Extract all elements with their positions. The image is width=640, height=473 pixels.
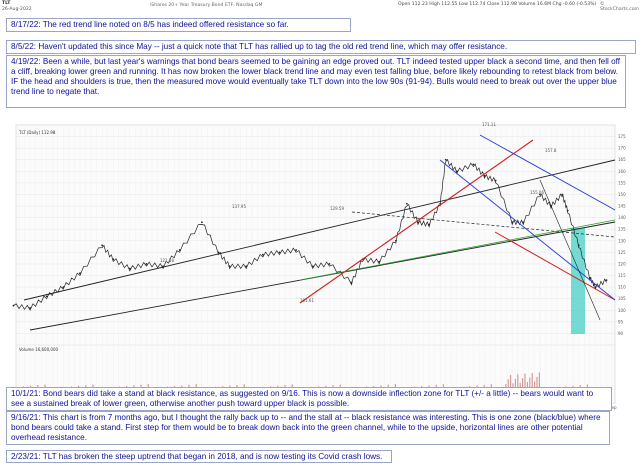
price-label: 129.59 (330, 206, 344, 211)
price-point (62, 286, 65, 289)
y-tick-label: 175 (618, 134, 626, 139)
price-point (566, 209, 569, 212)
price-point (483, 175, 486, 177)
price-point (261, 253, 264, 256)
price-point (511, 221, 514, 224)
y-tick-label: 120 (618, 261, 626, 266)
price-point (494, 179, 497, 182)
y-tick-label: 90 (618, 331, 624, 336)
upper-black-trendline (23, 159, 616, 301)
y-tick-label: 125 (618, 250, 626, 255)
price-point (605, 279, 608, 282)
chart-date: 26-Aug-2022 (2, 7, 32, 12)
green-channel-line (299, 219, 616, 281)
ticker-symbol: TLT (2, 1, 11, 6)
note-2-23-21: 2/23/21: TLT has broken the steep uptren… (6, 450, 392, 463)
price-label: 157.8 (545, 148, 557, 153)
price-label: 171.11 (482, 122, 496, 127)
price-line (13, 158, 607, 311)
price-point (378, 260, 381, 263)
price-point (295, 249, 298, 251)
red-trendline-1 (299, 139, 534, 304)
price-point (45, 295, 48, 298)
y-axis-ticks: 175 170 165 160 155 150 145 140 135 130 125 120 115 1… (618, 134, 626, 336)
y-tick-label: 170 (618, 146, 626, 151)
note-10-1-21: 10/1/21: Bond bears did take a stand at … (6, 387, 612, 411)
price-point (12, 304, 15, 307)
y-tick-label: 135 (618, 227, 626, 232)
red-trendline-2 (494, 231, 616, 301)
y-tick-label: 150 (618, 192, 626, 197)
price-point (561, 193, 564, 196)
price-point (417, 221, 419, 224)
price-point (522, 221, 525, 224)
brand-label: © StockCharts.com (600, 2, 640, 12)
y-tick-label: 110 (618, 285, 626, 290)
price-point (577, 244, 580, 247)
y-tick-label: 140 (618, 215, 626, 220)
x-tick-label: Sep (609, 405, 617, 410)
note-8-5-22: 8/5/22: Haven't updated this since May -… (6, 40, 636, 54)
volume-legend: Volume 16,600,000 (19, 347, 59, 352)
y-tick-label: 160 (618, 169, 626, 174)
falling-blue-trendline (439, 159, 616, 301)
price-point (594, 286, 597, 289)
quote-readout: Open 112.23 High 112.55 Low 112.74 Close… (398, 2, 597, 7)
price-series (12, 158, 608, 311)
price-point (112, 258, 115, 261)
price-point (101, 244, 104, 247)
price-point (472, 163, 475, 166)
price-point (29, 307, 31, 309)
price-point (588, 276, 591, 279)
price-point (178, 249, 181, 251)
price-point (228, 265, 231, 268)
note-4-19-22: 4/19/22: Been a while, but last year's w… (6, 55, 626, 108)
price-point (394, 239, 397, 242)
upper-blue-trendline (479, 134, 616, 211)
y-tick-label: 145 (618, 204, 626, 209)
y-tick-label: 130 (618, 238, 626, 243)
price-labels: 101.61 129.59 121.58 137.95 171.11 155.06 157.… (160, 122, 557, 303)
price-point (200, 221, 203, 224)
y-tick-label: 95 (618, 319, 624, 324)
note-9-16-21: 9/16/21: This chart is from 7 months ago… (6, 411, 610, 445)
price-legend: TLT (Daily) 112.98 (18, 130, 56, 135)
price-point (350, 281, 353, 284)
y-tick-label: 105 (618, 296, 626, 301)
price-point (145, 263, 148, 265)
price-point (428, 223, 431, 226)
price-label: 121.58 (160, 258, 174, 263)
price-point (328, 263, 331, 265)
price-label: 101.61 (300, 298, 314, 303)
price-point (311, 265, 314, 268)
y-tick-label: 155 (618, 180, 626, 185)
price-label: 137.95 (232, 204, 246, 209)
price-point (245, 265, 248, 268)
steep-black-line (539, 179, 601, 321)
y-tick-label: 165 (618, 157, 626, 162)
trend-lines (23, 134, 616, 331)
price-point (444, 158, 447, 161)
price-label: 155.06 (530, 190, 544, 195)
price-point (128, 267, 131, 270)
y-tick-label: 115 (618, 273, 626, 278)
price-point (278, 251, 281, 254)
price-point (455, 170, 458, 173)
price-point (217, 251, 220, 254)
grid-lines (16, 125, 615, 403)
price-point (79, 272, 81, 275)
security-name: iShares 20+ Year Treasury Bond ETF, Nasd… (150, 3, 263, 8)
price-point (406, 202, 408, 205)
y-tick-label: 100 (618, 308, 626, 313)
horizontal-black-line (351, 211, 616, 238)
note-8-17-22: 8/17/22: The red trend line noted on 8/5… (6, 18, 351, 32)
chart-header: TLT 26-Aug-2022 iShares 20+ Year Treasur… (0, 0, 640, 14)
price-point (539, 193, 541, 196)
